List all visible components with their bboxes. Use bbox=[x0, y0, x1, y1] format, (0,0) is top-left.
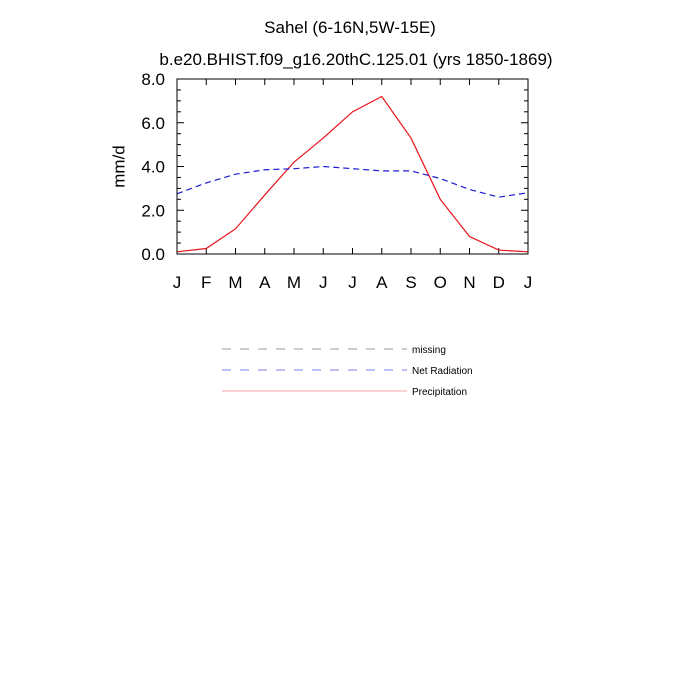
x-tick-label: M bbox=[228, 273, 242, 292]
y-tick-label: 0.0 bbox=[141, 245, 165, 264]
legend-label: Precipitation bbox=[412, 387, 467, 398]
x-tick-label: J bbox=[524, 273, 533, 292]
y-tick-label: 8.0 bbox=[141, 70, 165, 89]
x-tick-label: A bbox=[259, 273, 271, 292]
y-tick-label: 6.0 bbox=[141, 114, 165, 133]
legend: missing Net Radiation Precipitation bbox=[222, 345, 473, 398]
y-axis-label: mm/d bbox=[109, 145, 128, 188]
chart-subtitle: b.e20.BHIST.f09_g16.20thC.125.01 (yrs 18… bbox=[159, 50, 553, 69]
x-tick-label: A bbox=[376, 273, 388, 292]
y-tick-label: 2.0 bbox=[141, 201, 165, 220]
legend-label: missing bbox=[412, 345, 446, 356]
legend-label: Net Radiation bbox=[412, 366, 473, 377]
x-tick-label: J bbox=[319, 273, 328, 292]
plot-frame bbox=[176, 78, 529, 255]
x-tick-label: F bbox=[201, 273, 211, 292]
x-tick-label: O bbox=[434, 273, 447, 292]
x-tick-label: N bbox=[463, 273, 475, 292]
x-tick-label: M bbox=[287, 273, 301, 292]
y-tick-labels: 0.0 2.0 4.0 6.0 8.0 bbox=[141, 70, 165, 264]
y-tick-label: 4.0 bbox=[141, 158, 165, 177]
x-tick-label: S bbox=[405, 273, 416, 292]
series-precipitation-line bbox=[176, 95, 529, 253]
chart-title: Sahel (6-16N,5W-15E) bbox=[264, 18, 436, 37]
x-tick-label: J bbox=[173, 273, 182, 292]
axis-ticks bbox=[176, 78, 529, 255]
series-lines bbox=[176, 95, 529, 253]
series-net-radiation-line bbox=[176, 165, 529, 198]
x-tick-label: J bbox=[348, 273, 357, 292]
x-tick-label: D bbox=[493, 273, 505, 292]
